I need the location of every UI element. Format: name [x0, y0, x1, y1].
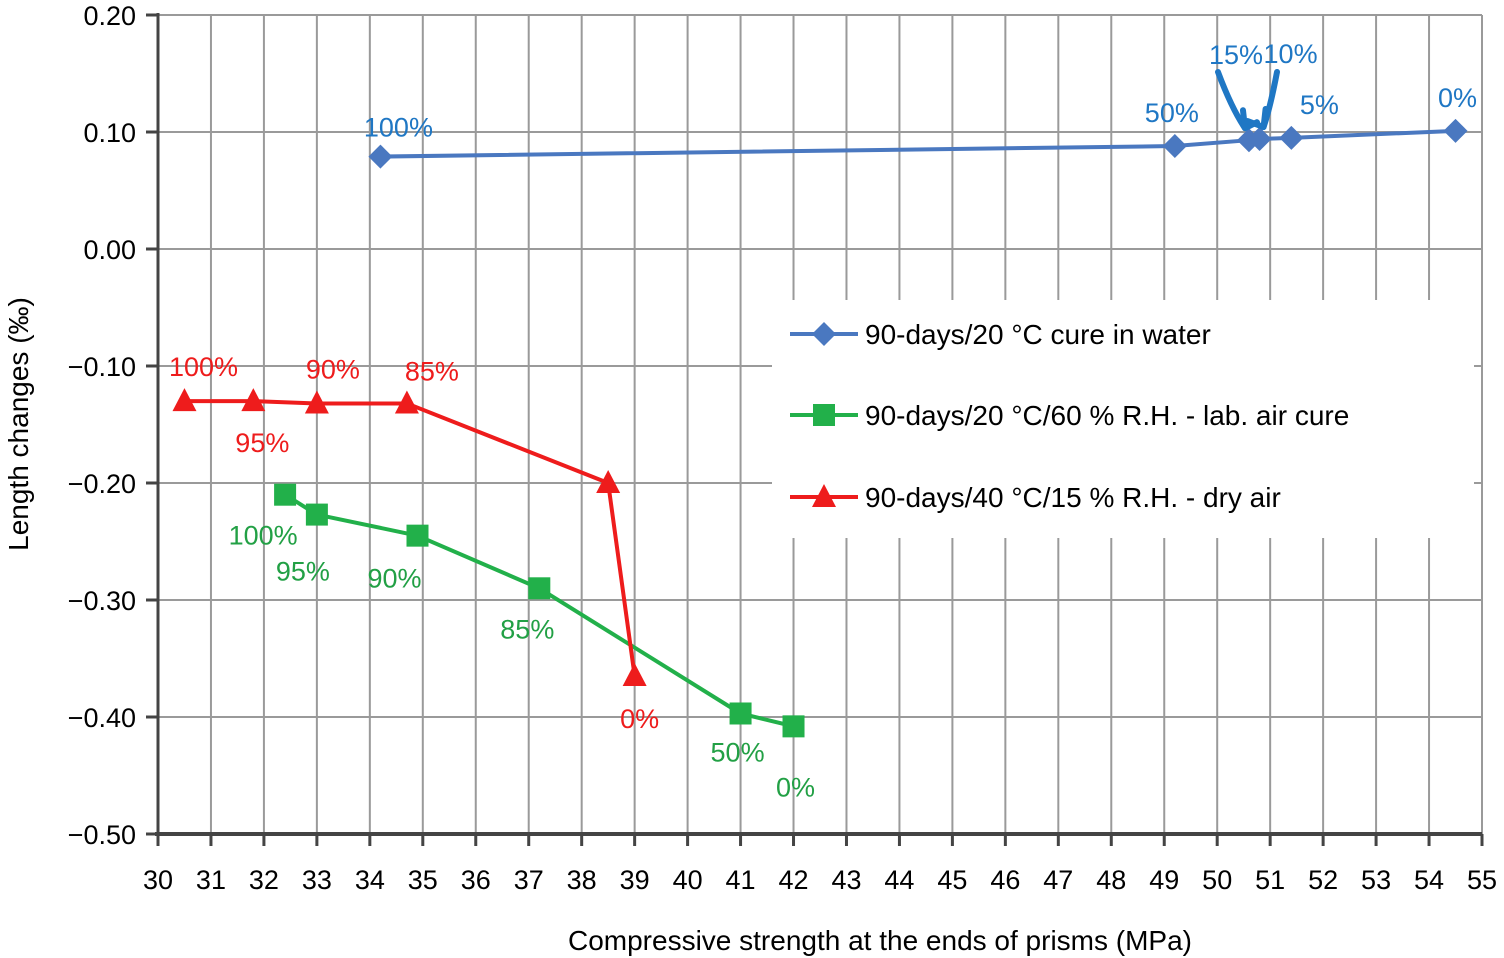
data-label: 15%	[1209, 40, 1263, 70]
x-tick-label: 44	[884, 865, 914, 895]
legend-marker	[812, 484, 836, 507]
series-line	[184, 399, 637, 677]
data-label: 90%	[367, 564, 421, 594]
x-tick-label: 34	[355, 865, 385, 895]
y-tick-label: −0.10	[68, 352, 136, 382]
data-point	[406, 524, 429, 547]
data-point	[528, 577, 551, 600]
data-point	[274, 483, 297, 506]
y-tick-label: −0.20	[68, 469, 136, 499]
series-group	[172, 118, 1468, 738]
x-tick-label: 47	[1043, 865, 1073, 895]
y-axis-title: Length changes (‰)	[3, 297, 34, 551]
x-tick-label: 43	[831, 865, 861, 895]
x-tick-label: 31	[196, 865, 226, 895]
x-tick-label: 50	[1202, 865, 1232, 895]
data-point	[172, 388, 197, 412]
x-tick-label: 39	[620, 865, 650, 895]
x-tick-label: 42	[778, 865, 808, 895]
data-point	[596, 470, 621, 493]
x-tick-label: 48	[1096, 865, 1126, 895]
data-label: 50%	[711, 737, 765, 767]
data-point	[782, 715, 805, 738]
data-point	[1443, 118, 1468, 143]
data-point	[394, 390, 419, 414]
data-label: 0%	[1438, 83, 1477, 113]
data-point	[368, 144, 393, 169]
data-label: 5%	[1300, 90, 1339, 120]
series-line	[284, 493, 794, 729]
data-label: 100%	[229, 521, 298, 551]
data-label: 85%	[405, 356, 459, 386]
legend-entry: 90-days/20 °C cure in water	[865, 319, 1211, 350]
data-point	[1279, 125, 1304, 150]
data-label: 50%	[1145, 98, 1199, 128]
x-axis-title: Compressive strength at the ends of pris…	[568, 925, 1192, 956]
x-tick-label: 40	[673, 865, 703, 895]
data-label: 0%	[776, 772, 815, 802]
data-point	[241, 388, 266, 412]
legend-marker	[812, 322, 836, 346]
legend-entry: 90-days/40 °C/15 % R.H. - dry air	[865, 482, 1281, 513]
x-tick-label: 35	[408, 865, 438, 895]
tick-labels: 30 31 32 33 34 35 36 37 38 39 40 41 42 43 44 45 46 47 48 49…	[68, 1, 1497, 895]
x-tick-label: 36	[461, 865, 491, 895]
data-point	[729, 702, 752, 725]
data-label: 85%	[500, 614, 554, 644]
data-label: 0%	[620, 704, 659, 734]
y-tick-label: 0.20	[83, 1, 136, 31]
data-label: 95%	[276, 557, 330, 587]
data-label: 10%	[1264, 39, 1318, 69]
x-tick-label: 45	[937, 865, 967, 895]
x-tick-label: 55	[1467, 865, 1497, 895]
x-tick-label: 33	[302, 865, 332, 895]
x-tick-label: 46	[990, 865, 1020, 895]
annotation-arrow	[1215, 69, 1248, 132]
x-tick-label: 37	[514, 865, 544, 895]
annotation-arrowhead	[1244, 106, 1269, 131]
data-label: 100%	[364, 113, 433, 143]
x-tick-label: 49	[1149, 865, 1179, 895]
data-label: 100%	[169, 352, 238, 382]
annotation-arrows	[1215, 69, 1280, 132]
axes	[146, 13, 1484, 846]
x-tick-label: 41	[726, 865, 756, 895]
data-point	[1247, 127, 1272, 152]
data-point	[304, 390, 329, 414]
y-tick-label: 0.10	[83, 118, 136, 148]
y-tick-label: −0.50	[68, 820, 136, 850]
legend: 90-days/20 °C cure in water 90-days/20 °C…	[772, 300, 1474, 538]
data-label: 95%	[235, 428, 289, 458]
data-point	[305, 503, 328, 526]
legend-box	[772, 300, 1474, 538]
x-tick-label: 53	[1361, 865, 1391, 895]
x-tick-label: 32	[249, 865, 279, 895]
data-point	[622, 663, 647, 687]
x-tick-label: 52	[1308, 865, 1338, 895]
x-tick-label: 30	[143, 865, 173, 895]
y-tick-label: 0.00	[83, 235, 136, 265]
x-tick-label: 38	[567, 865, 597, 895]
point-labels: 100% 50% 15% 10% 5% 0% 100% 95% 90% 85% 50% 0% 100% 9…	[169, 39, 1477, 802]
y-tick-label: −0.40	[68, 703, 136, 733]
data-point	[1162, 134, 1187, 159]
y-tick-label: −0.30	[68, 586, 136, 616]
x-tick-label: 51	[1255, 865, 1285, 895]
x-tick-label: 54	[1414, 865, 1444, 895]
data-label: 90%	[306, 354, 360, 384]
legend-entry: 90-days/20 °C/60 % R.H. - lab. air cure	[865, 400, 1349, 431]
legend-marker	[813, 404, 835, 426]
